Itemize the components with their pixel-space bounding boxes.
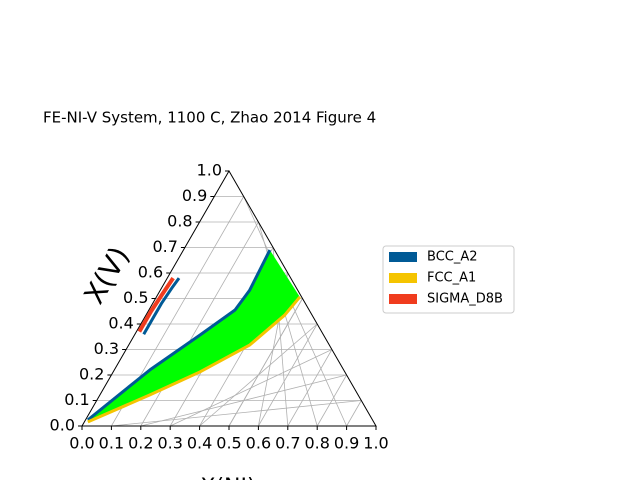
legend-swatch	[389, 294, 417, 304]
y-tick-label: 0.8	[167, 212, 192, 231]
x-tick-label: 0.4	[187, 434, 212, 453]
grid-line	[316, 374, 347, 427]
y-tick-label: 0.3	[94, 339, 119, 358]
x-tick-label: 0.8	[304, 434, 329, 453]
chart-title: FE-NI-V System, 1100 C, Zhao 2014 Figure…	[43, 109, 376, 127]
legend: BCC_A2 FCC_A1 SIGMA_D8B	[382, 245, 515, 314]
y-tick-label: 0.2	[79, 365, 104, 384]
legend-label: FCC_A1	[427, 271, 476, 286]
phase-boundary	[137, 276, 175, 333]
y-tick-label: 0.6	[138, 263, 163, 282]
grid-line	[243, 196, 347, 427]
legend-swatch	[389, 252, 417, 262]
grid-line	[346, 400, 362, 427]
legend-label: BCC_A2	[427, 250, 478, 265]
x-axis-label: X(NI)	[200, 475, 255, 480]
x-tick-label: 0.1	[99, 434, 124, 453]
grid-line	[287, 349, 333, 427]
x-tick-label: 1.0	[363, 434, 388, 453]
y-tick-label: 0.4	[108, 314, 133, 333]
x-tick-label: 0.3	[157, 434, 182, 453]
legend-swatch	[389, 273, 417, 283]
x-tick-label: 0.6	[246, 434, 271, 453]
grid-line	[258, 323, 318, 427]
y-tick-label: 0.9	[182, 186, 207, 205]
x-tick-label: 0.5	[216, 434, 241, 453]
x-tick-label: 0.9	[334, 434, 359, 453]
x-tick-label: 0.7	[275, 434, 300, 453]
grid-line	[228, 298, 303, 427]
y-tick-label: 0.1	[64, 390, 89, 409]
y-tick-label: 0.7	[152, 237, 177, 256]
phase-boundary	[87, 296, 302, 424]
y-tick-label: 1.0	[197, 161, 222, 180]
legend-label: SIGMA_D8B	[427, 292, 503, 307]
grid-line	[140, 221, 259, 427]
x-tick-label: 0.2	[128, 434, 153, 453]
y-tick-label: 0.5	[123, 288, 148, 307]
phase-boundary	[86, 249, 272, 422]
y-tick-label: 0.0	[50, 416, 75, 435]
x-tick-label: 0.0	[69, 434, 94, 453]
